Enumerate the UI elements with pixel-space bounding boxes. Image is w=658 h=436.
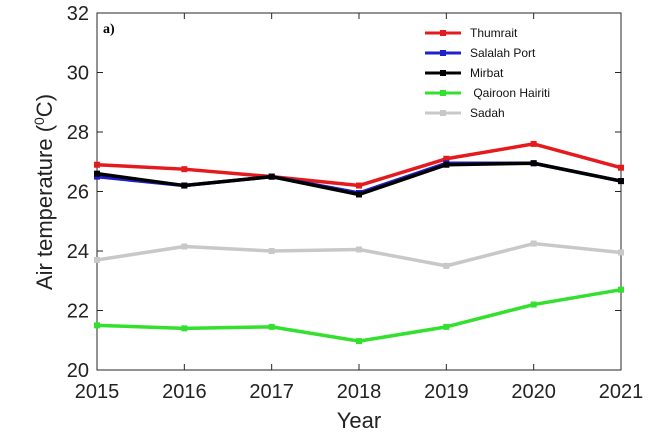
- legend-label: Mirbat: [470, 66, 504, 80]
- legend-label: Qairoon Hairiti: [470, 86, 550, 100]
- y-axis-title: Air temperature (0C): [31, 94, 57, 290]
- legend-label: Salalah Port: [470, 46, 536, 60]
- data-point: [618, 286, 624, 293]
- data-point: [356, 338, 362, 345]
- data-point: [94, 170, 100, 177]
- y-axis-title-superscript: 0: [31, 117, 47, 125]
- x-tick-label: 2017: [249, 381, 294, 403]
- legend-swatch-marker: [440, 90, 446, 96]
- legend-swatch-marker: [440, 50, 446, 56]
- series-3: [94, 286, 624, 345]
- data-point: [443, 323, 450, 330]
- y-tick-label: 20: [67, 360, 89, 382]
- data-point: [618, 249, 624, 256]
- data-point: [356, 191, 362, 198]
- legend-item: Qairoon Hairiti: [425, 86, 550, 100]
- data-point: [443, 161, 450, 168]
- y-tick-label: 30: [67, 63, 89, 85]
- legend-label: Thumrait: [470, 26, 518, 40]
- data-point: [618, 164, 624, 171]
- data-point: [181, 325, 188, 332]
- legend-item: Mirbat: [425, 66, 504, 80]
- data-point: [94, 256, 100, 263]
- data-point: [268, 248, 275, 254]
- data-point: [530, 240, 537, 247]
- data-point: [268, 173, 275, 180]
- x-tick-label: 2019: [424, 381, 469, 403]
- y-tick-label: 26: [67, 182, 89, 204]
- data-point: [356, 182, 362, 189]
- y-axis-title-main: Air temperature (: [32, 124, 57, 290]
- data-point: [181, 182, 188, 189]
- y-axis-title-end: C): [32, 94, 57, 117]
- axis-ticks: 2015 2016 2017 2018 2019 2020 2021202224262830…: [67, 3, 644, 403]
- legend-label: Sadah: [470, 106, 505, 120]
- data-point: [181, 243, 188, 250]
- x-tick-label: 2021: [599, 381, 644, 403]
- x-tick-label: 2020: [511, 381, 556, 403]
- y-tick-label: 28: [67, 122, 89, 144]
- panel-label: a): [103, 22, 115, 37]
- data-point: [443, 262, 450, 269]
- series-4: [94, 240, 624, 269]
- y-tick-label: 24: [67, 241, 89, 263]
- data-point: [530, 160, 537, 167]
- series-lines: [94, 140, 624, 345]
- data-point: [356, 246, 362, 253]
- data-point: [94, 322, 100, 329]
- legend: Thumrait Salalah Port Mirbat Qairoon Hairi…: [425, 26, 550, 120]
- y-tick-label: 22: [67, 301, 89, 323]
- legend-item: Sadah: [425, 106, 505, 120]
- data-point: [443, 155, 450, 162]
- data-point: [94, 161, 100, 168]
- legend-swatch-marker: [440, 110, 446, 116]
- x-tick-label: 2018: [337, 381, 382, 403]
- data-point: [618, 178, 624, 185]
- legend-item: Salalah Port: [425, 46, 536, 60]
- x-tick-label: 2015: [75, 381, 120, 403]
- series-2: [94, 160, 624, 198]
- x-axis-title: Year: [337, 408, 381, 433]
- data-point: [530, 301, 537, 308]
- legend-item: Thumrait: [425, 26, 518, 40]
- legend-swatch-marker: [440, 30, 446, 36]
- legend-swatch-marker: [440, 70, 446, 76]
- data-point: [181, 166, 188, 173]
- x-tick-label: 2016: [162, 381, 207, 403]
- data-point: [268, 323, 275, 330]
- data-point: [530, 140, 537, 147]
- y-tick-label: 32: [67, 3, 89, 25]
